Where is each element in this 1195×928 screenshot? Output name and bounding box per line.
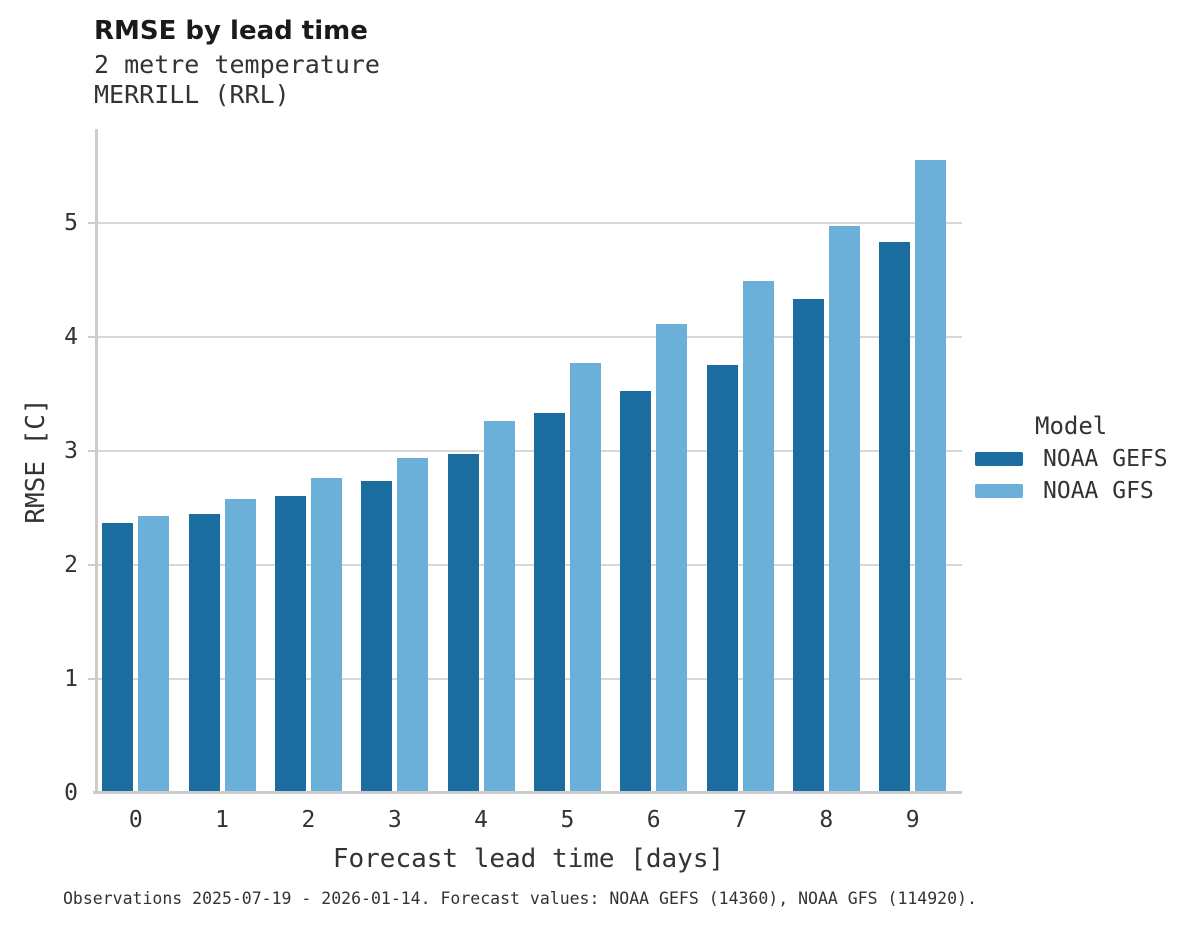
footer-caption: Observations 2025-07-19 - 2026-01-14. Fo… — [63, 889, 977, 908]
x-tick-label-3: 3 — [387, 807, 402, 833]
x-tick-label-6: 6 — [646, 807, 661, 833]
bar-noaa-gfs-day-8 — [828, 226, 860, 791]
bar-noaa-gfs-day-3 — [397, 457, 429, 791]
gridline-y-3 — [95, 449, 962, 452]
bar-noaa-gefs-day-4 — [447, 454, 479, 791]
chart-title: RMSE by lead time — [94, 16, 368, 46]
x-tick-label-7: 7 — [733, 807, 747, 833]
bar-noaa-gfs-day-0 — [138, 516, 170, 791]
legend-item-noaa-gfs: NOAA GFS — [975, 478, 1168, 504]
legend-label: NOAA GEFS — [1043, 446, 1168, 472]
legend-items: NOAA GEFS NOAA GFS — [975, 446, 1168, 504]
legend-title: Model — [1035, 412, 1108, 440]
y-tick-label-2: 2 — [64, 551, 78, 578]
bar-noaa-gefs-day-5 — [533, 413, 565, 791]
y-tick-mark-5 — [88, 221, 95, 224]
y-tick-mark-3 — [88, 449, 95, 452]
gridline-y-5 — [95, 221, 962, 224]
legend: Model NOAA GEFS NOAA GFS — [975, 412, 1168, 516]
y-tick-mark-2 — [88, 563, 95, 566]
bar-noaa-gefs-day-8 — [792, 299, 824, 791]
bar-noaa-gfs-day-1 — [224, 498, 256, 791]
x-tick-label-5: 5 — [560, 807, 575, 833]
bar-noaa-gefs-day-1 — [188, 513, 220, 791]
bar-noaa-gefs-day-3 — [361, 480, 393, 791]
bar-noaa-gefs-day-0 — [102, 522, 134, 791]
bar-noaa-gfs-day-6 — [656, 324, 688, 791]
bar-noaa-gefs-day-9 — [879, 242, 911, 791]
x-tick-label-4: 4 — [474, 807, 488, 833]
y-tick-mark-4 — [88, 335, 95, 338]
x-axis-spine — [93, 791, 962, 794]
x-tick-label-1: 1 — [215, 807, 230, 833]
subtitle-station: MERRILL (RRL) — [94, 80, 290, 109]
subtitle-variable: 2 metre temperature — [94, 50, 380, 79]
bar-noaa-gfs-day-9 — [915, 160, 947, 791]
y-tick-label-5: 5 — [64, 209, 78, 236]
x-tick-label-8: 8 — [819, 807, 834, 833]
gridline-y-4 — [95, 335, 962, 338]
legend-label: NOAA GFS — [1043, 478, 1154, 504]
x-tick-label-9: 9 — [905, 807, 920, 833]
chart-subtitle: 2 metre temperature MERRILL (RRL) — [94, 50, 380, 110]
gridline-y-1 — [95, 677, 962, 680]
bar-noaa-gfs-day-5 — [569, 363, 601, 791]
bar-noaa-gfs-day-7 — [742, 281, 774, 791]
y-axis-spine — [95, 129, 98, 793]
y-tick-label-3: 3 — [64, 437, 78, 464]
x-tick-label-0: 0 — [128, 807, 143, 833]
bar-noaa-gefs-day-6 — [620, 390, 652, 791]
y-tick-label-1: 1 — [64, 665, 78, 692]
bar-noaa-gefs-day-7 — [706, 365, 738, 791]
x-axis-label: Forecast lead time [days] — [332, 844, 725, 874]
y-tick-label-0: 0 — [64, 780, 78, 806]
legend-swatch — [975, 452, 1023, 466]
y-tick-mark-1 — [88, 677, 95, 680]
x-tick-label-2: 2 — [301, 807, 316, 833]
bar-noaa-gefs-day-2 — [274, 495, 306, 791]
gridline-y-2 — [95, 563, 962, 566]
bar-noaa-gfs-day-4 — [483, 421, 515, 791]
legend-item-noaa-gefs: NOAA GEFS — [975, 446, 1168, 472]
y-tick-label-4: 4 — [64, 323, 78, 350]
legend-swatch — [975, 484, 1023, 498]
bar-noaa-gfs-day-2 — [310, 478, 342, 791]
